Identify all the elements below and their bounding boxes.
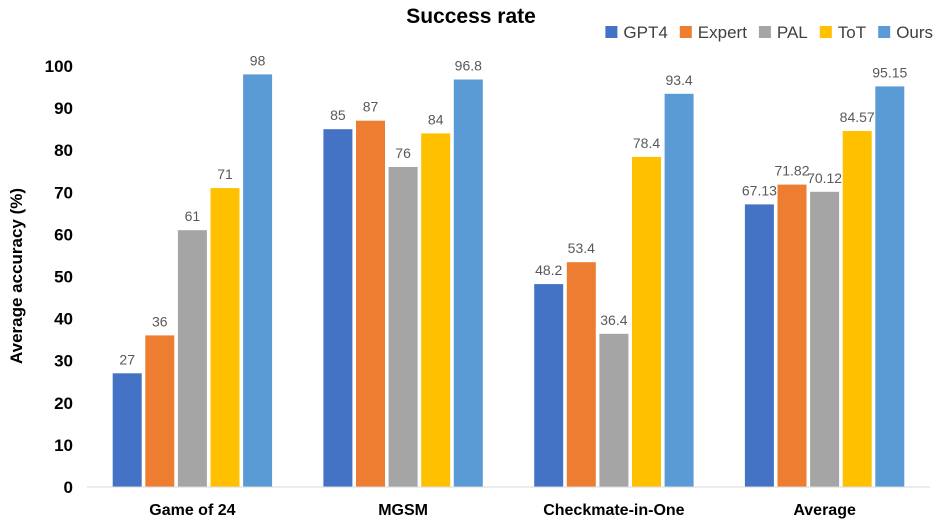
data-label: 78.4	[633, 135, 660, 151]
x-tick-label: Checkmate-in-One	[543, 502, 684, 519]
y-axis-title: Average accuracy (%)	[7, 188, 26, 364]
data-label: 95.15	[872, 64, 907, 80]
y-tick-label: 50	[54, 268, 73, 287]
legend-label: GPT4	[623, 23, 667, 42]
legend-label: Ours	[896, 23, 933, 42]
y-tick-label: 70	[54, 183, 73, 202]
bar-gpt4-0	[112, 373, 142, 487]
data-label: 61	[185, 208, 201, 224]
data-label: 27	[119, 351, 135, 367]
data-label: 67.13	[742, 182, 777, 198]
data-label: 85	[330, 107, 346, 123]
bar-tot-2	[632, 156, 661, 487]
legend-swatch	[679, 26, 692, 38]
bars	[112, 74, 905, 488]
y-tick-label: 60	[54, 225, 73, 244]
bar-ours-1	[453, 79, 483, 487]
bar-expert-2	[566, 262, 596, 487]
bar-gpt4-1	[323, 129, 353, 487]
y-tick-label: 0	[64, 478, 73, 497]
x-tick-label: Game of 24	[149, 502, 235, 519]
data-label: 87	[363, 99, 379, 115]
data-label: 36	[152, 313, 168, 329]
data-label: 98	[250, 52, 266, 68]
legend-swatch	[878, 26, 891, 38]
y-tick-label: 80	[54, 141, 73, 160]
y-tick-label: 10	[54, 436, 73, 455]
bar-pal-2	[599, 333, 629, 487]
bar-ours-0	[243, 74, 273, 488]
y-tick-label: 20	[54, 394, 73, 413]
bar-pal-0	[177, 230, 207, 487]
x-tick-label: Average	[793, 502, 856, 519]
chart-title: Success rate	[406, 5, 536, 28]
data-label: 76	[395, 145, 411, 161]
x-tick-label: MGSM	[378, 502, 428, 519]
legend: GPT4 Expert PAL ToT Ours	[605, 23, 933, 42]
y-tick-label: 40	[54, 310, 73, 329]
data-label: 96.8	[455, 58, 482, 74]
data-label: 93.4	[665, 72, 692, 88]
y-tick-label: 30	[54, 352, 73, 371]
y-tick-label: 100	[45, 57, 73, 76]
legend-swatch	[605, 26, 618, 38]
bar-ours-3	[875, 86, 905, 488]
bar-gpt4-3	[744, 204, 774, 487]
y-axis-ticks: 0 10 20 30 40 50 60 70 80 90 100	[45, 57, 73, 497]
bar-pal-3	[810, 191, 840, 488]
data-label: 84.57	[840, 109, 875, 125]
bar-pal-1	[388, 167, 418, 487]
bar-expert-0	[145, 335, 175, 487]
bar-tot-0	[210, 188, 240, 487]
data-label: 84	[428, 111, 444, 127]
bar-tot-1	[421, 133, 451, 487]
y-tick-label: 90	[54, 99, 73, 118]
bar-gpt4-2	[534, 284, 564, 487]
legend-swatch	[758, 26, 771, 38]
x-axis-ticks: Game of 24 MGSM Checkmate-in-One Average	[149, 502, 856, 519]
legend-swatch	[819, 26, 832, 38]
data-label: 70.12	[807, 170, 842, 186]
legend-label: Expert	[698, 23, 747, 42]
data-label: 48.2	[535, 262, 562, 278]
legend-label: ToT	[838, 23, 866, 42]
bar-expert-3	[777, 184, 807, 487]
bar-ours-2	[664, 93, 694, 488]
data-label: 53.4	[568, 240, 595, 256]
data-label: 36.4	[600, 312, 627, 328]
bar-tot-3	[842, 131, 872, 487]
data-label: 71.82	[774, 163, 809, 179]
legend-label: PAL	[777, 23, 808, 42]
data-label: 71	[217, 166, 233, 182]
bar-expert-1	[356, 120, 385, 487]
data-labels: 27 36 61 71 98 85 87 76 84 96.8 48.2 53.4 36.4 78.4 93…	[119, 52, 907, 367]
